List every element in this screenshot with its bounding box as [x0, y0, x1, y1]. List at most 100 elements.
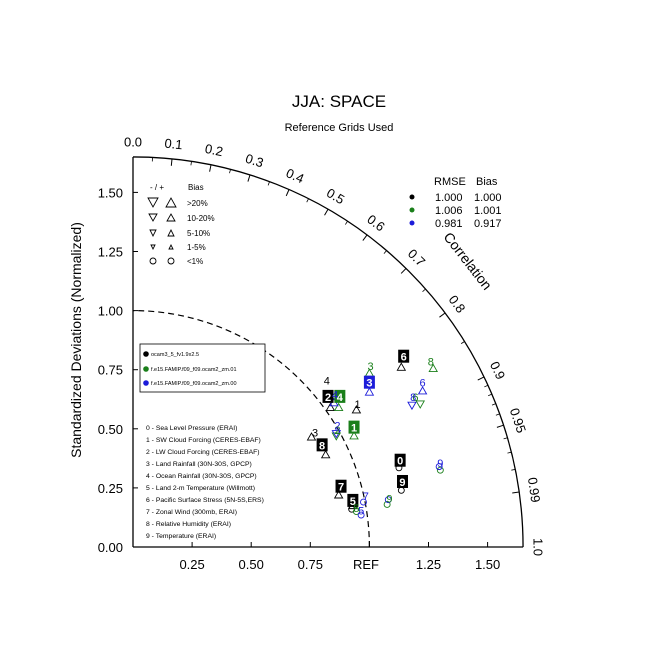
- data-point-label: 7: [363, 491, 369, 503]
- series-legend-dot-1: [143, 366, 149, 372]
- variable-item-5: 5 - Land 2-m Temperature (Willmott): [146, 485, 255, 492]
- data-point-label: 0: [397, 456, 403, 468]
- data-point-label: 9: [386, 494, 392, 506]
- correlation-tick-label: 0.6: [364, 212, 387, 235]
- correlation-minor-tick: [484, 385, 488, 387]
- stats-rmse-2: 0.981: [435, 218, 463, 230]
- correlation-tick: [171, 159, 172, 166]
- data-point-label: 8: [319, 440, 325, 452]
- data-point-label: 9: [437, 458, 443, 470]
- correlation-tick-label: 0.9: [487, 359, 508, 382]
- correlation-minor-tick: [307, 199, 309, 203]
- x-tick-label: 1.50: [475, 557, 500, 572]
- y-tick-label: 1.50: [98, 185, 123, 200]
- stats-bias-2: 0.917: [474, 218, 502, 230]
- correlation-tick-label: 0.95: [507, 406, 529, 435]
- correlation-minor-tick: [511, 469, 515, 470]
- correlation-minor-tick: [268, 182, 269, 186]
- data-point-label: 2: [325, 392, 331, 404]
- bias-marker-triangle-up: [397, 363, 405, 370]
- triangle-down-icon: [148, 198, 158, 207]
- variable-item-4: 4 - Ocean Rainfall (30N-30S, GPCP): [146, 473, 257, 480]
- data-point-label: 8: [428, 356, 434, 368]
- variable-list: 0 - Sea Level Pressure (ERAI) 1 - SW Clo…: [146, 425, 264, 540]
- series-legend-label-1: f.e15.FAMIP.f09_f09.ocam2_zm.01: [151, 367, 237, 373]
- variable-item-0: 0 - Sea Level Pressure (ERAI): [146, 425, 237, 432]
- correlation-minor-tick: [384, 251, 387, 254]
- triangle-up-icon: [168, 230, 174, 236]
- bias-marker-triangle-up: [335, 404, 343, 411]
- triangle-down-icon: [150, 230, 156, 236]
- correlation-tick-label: 0.3: [244, 151, 266, 171]
- triangle-up-icon: [167, 214, 175, 221]
- bias-legend-row-1: 10-20%: [187, 214, 215, 223]
- variable-item-1: 1 - SW Cloud Forcing (CERES-EBAF): [146, 437, 261, 444]
- stats-header-rmse: RMSE: [434, 176, 466, 188]
- data-point-label: 3: [366, 378, 372, 390]
- x-tick-label: 1.25: [416, 557, 441, 572]
- correlation-tick: [325, 209, 329, 215]
- series-legend-label-0: ocam3_5_fv1.9x2.5: [151, 352, 199, 358]
- y-tick-label: 0.50: [98, 422, 123, 437]
- correlation-tick: [497, 425, 504, 427]
- variable-item-7: 7 - Zonal Wind (300mb, ERAI): [146, 509, 237, 516]
- y-tick-label: 0.25: [98, 481, 123, 496]
- data-point-label: 4: [324, 375, 330, 387]
- y-tick-label: 0.75: [98, 363, 123, 378]
- correlation-tick: [363, 235, 367, 241]
- stats-dot-blue: [410, 221, 415, 226]
- data-point-label: 2: [334, 420, 340, 432]
- bias-legend-row-2: 5-10%: [187, 229, 210, 238]
- correlation-minor-tick: [504, 438, 508, 439]
- bias-legend-sign-header: - / +: [150, 183, 164, 192]
- data-point-label: 5: [358, 505, 364, 517]
- variable-item-9: 9 - Temperature (ERAI): [146, 533, 216, 540]
- variable-item-2: 2 - LW Cloud Forcing (CERES-EBAF): [146, 449, 260, 456]
- triangle-up-icon: [166, 198, 176, 207]
- bias-legend-row-3: 1-5%: [187, 243, 206, 252]
- chart-subtitle: Reference Grids Used: [285, 122, 394, 134]
- data-point-label: 7: [338, 482, 344, 494]
- stats-header-bias: Bias: [476, 176, 498, 188]
- variable-item-8: 8 - Relative Humidity (ERAI): [146, 521, 231, 528]
- correlation-tick-label: 0.99: [525, 476, 543, 503]
- correlation-label: Correlation: [441, 229, 496, 293]
- series-legend-dot-2: [143, 380, 149, 386]
- y-tick-label: 0.00: [98, 540, 123, 555]
- data-point-label: 6: [401, 352, 407, 364]
- correlation-minor-tick: [507, 452, 511, 453]
- y-tick-label: 1.25: [98, 245, 123, 260]
- correlation-tick: [401, 268, 406, 273]
- correlation-minor-tick: [492, 404, 496, 405]
- correlation-minor-tick: [191, 161, 192, 165]
- data-point-label: 6: [420, 378, 426, 390]
- bias-legend-bias-header: Bias: [188, 183, 204, 192]
- bias-legend: - / + Bias >20% 10-20% 5-10% 1-5% <1%: [148, 183, 215, 266]
- series-legend: ocam3_5_fv1.9x2.5 f.e15.FAMIP.f09_f09.oc…: [140, 344, 265, 392]
- data-point-label: 3: [312, 427, 318, 439]
- correlation-tick: [210, 165, 211, 172]
- correlation-tick-label: 0.5: [324, 185, 347, 207]
- bias-legend-row-4: <1%: [187, 257, 203, 266]
- series-legend-dot-0: [143, 351, 149, 357]
- bias-legend-row-0: >20%: [187, 199, 208, 208]
- correlation-tick-label: 0.4: [284, 165, 307, 186]
- stats-bias-1: 1.001: [474, 205, 502, 217]
- ref-label: REF: [353, 557, 379, 572]
- bias-legend-symbols: [148, 198, 176, 264]
- correlation-minor-tick: [488, 394, 492, 396]
- triangle-down-icon: [149, 214, 157, 221]
- x-tick-label: 0.50: [239, 557, 264, 572]
- correlation-minor-tick: [461, 342, 464, 344]
- correlation-tick-label: 0.0: [124, 134, 142, 149]
- variable-item-6: 6 - Pacific Surface Stress (5N-5S,ERS): [146, 497, 264, 504]
- data-point-label: 3: [368, 361, 374, 373]
- data-point-label: 9: [399, 477, 405, 489]
- stats-dot-black: [410, 195, 415, 200]
- variable-item-3: 3 - Land Rainfall (30N-30S, GPCP): [146, 461, 252, 468]
- data-point-label: 1: [355, 399, 361, 411]
- correlation-tick: [248, 175, 250, 182]
- stats-rmse-1: 1.006: [435, 205, 463, 217]
